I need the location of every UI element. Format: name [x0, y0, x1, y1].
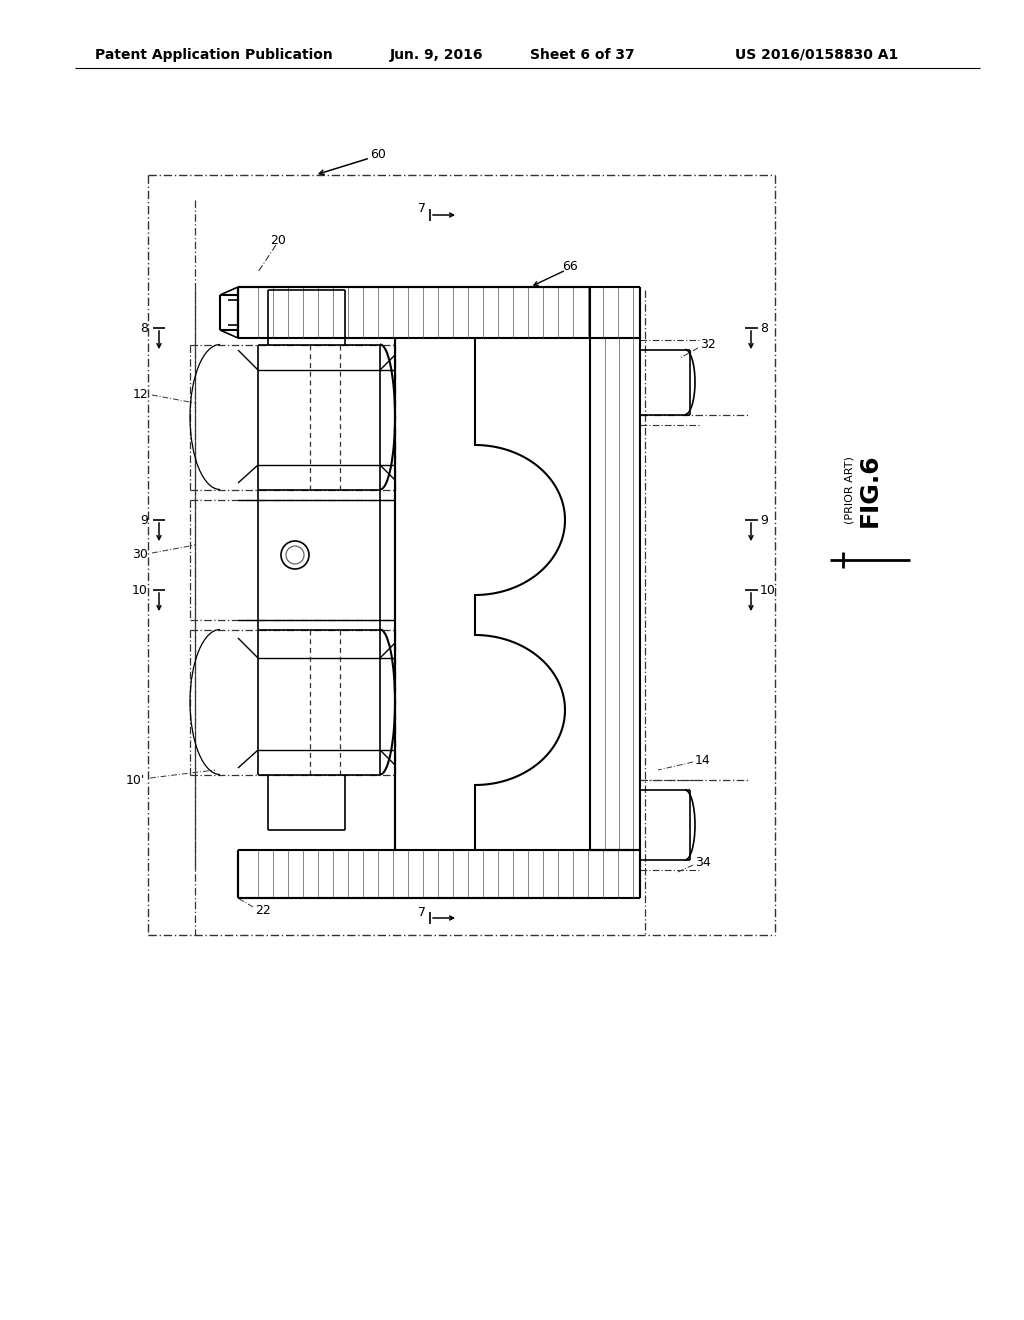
Text: 8: 8 — [760, 322, 768, 334]
Text: 30: 30 — [132, 549, 148, 561]
Text: 66: 66 — [562, 260, 578, 273]
Text: 7: 7 — [418, 906, 426, 919]
Text: 14: 14 — [695, 754, 711, 767]
Text: 10: 10 — [132, 583, 148, 597]
Text: Sheet 6 of 37: Sheet 6 of 37 — [530, 48, 635, 62]
Text: FIG.6: FIG.6 — [858, 453, 882, 527]
Text: 60: 60 — [370, 149, 386, 161]
Text: 10': 10' — [126, 774, 145, 787]
Text: 34: 34 — [695, 855, 711, 869]
Text: 20: 20 — [270, 234, 286, 247]
Text: 9: 9 — [140, 513, 148, 527]
Text: Jun. 9, 2016: Jun. 9, 2016 — [390, 48, 483, 62]
Text: 8: 8 — [140, 322, 148, 334]
Text: 32: 32 — [700, 338, 716, 351]
Text: 7: 7 — [418, 202, 426, 214]
Text: US 2016/0158830 A1: US 2016/0158830 A1 — [735, 48, 898, 62]
Text: Patent Application Publication: Patent Application Publication — [95, 48, 333, 62]
Text: 9: 9 — [760, 513, 768, 527]
Text: 22: 22 — [255, 903, 270, 916]
Text: (PRIOR ART): (PRIOR ART) — [845, 457, 855, 524]
Text: 10: 10 — [760, 583, 776, 597]
Text: 12: 12 — [132, 388, 148, 401]
